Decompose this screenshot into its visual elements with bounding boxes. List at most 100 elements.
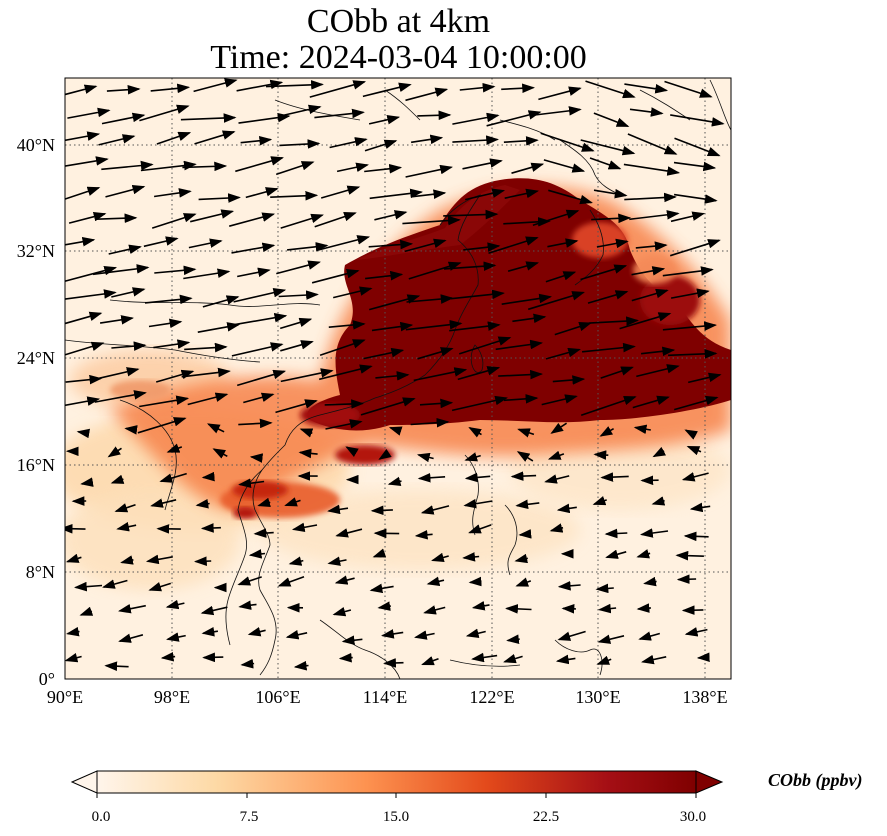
wind-arrow	[166, 632, 186, 642]
wind-arrow	[102, 579, 128, 589]
wind-arrow	[506, 634, 520, 644]
wind-arrow	[245, 187, 279, 199]
wind-arrow	[511, 162, 545, 174]
wind-arrow	[320, 185, 361, 199]
wind-arrow	[80, 477, 94, 487]
wind-arrow	[662, 321, 717, 331]
wind-arrow	[140, 160, 197, 172]
wind-arrow	[669, 239, 721, 257]
wind-arrow	[417, 347, 454, 360]
wind-arrow	[156, 131, 192, 145]
wind-arrow	[200, 605, 228, 616]
wind-arrow	[538, 86, 582, 101]
wind-arrow	[276, 260, 321, 275]
wind-arrow	[674, 137, 721, 157]
wind-arrow	[197, 322, 240, 333]
wind-arrow	[635, 241, 668, 251]
wind-arrow	[673, 395, 719, 411]
wind-arrow	[111, 287, 146, 298]
lon-tick-label: 114°E	[363, 687, 408, 707]
wind-arrow	[636, 603, 651, 613]
wind-arrow	[544, 474, 570, 484]
wind-arrow	[238, 600, 257, 610]
wind-arrow	[65, 396, 101, 407]
gridlines	[65, 78, 731, 679]
wind-arrow	[65, 311, 103, 325]
wind-arrow	[139, 104, 190, 122]
wind-arrow	[532, 209, 580, 227]
wind-arrow	[405, 164, 453, 178]
wind-arrow	[619, 312, 672, 330]
wind-arrow	[265, 80, 324, 90]
wind-arrow	[76, 428, 91, 439]
wind-arrow	[101, 112, 146, 125]
wind-arrow	[328, 320, 366, 330]
wind-arrow	[281, 104, 322, 117]
colorbar-label: CObb (ppbv)	[768, 770, 863, 790]
wind-arrow	[406, 294, 454, 304]
wind-arrow	[597, 634, 625, 644]
wind-arrow	[598, 603, 617, 614]
lat-tick-label: 40°N	[17, 135, 55, 155]
wind-arrow	[285, 630, 308, 640]
wind-arrow	[631, 266, 666, 276]
wind-arrow	[94, 390, 147, 403]
wind-arrow	[65, 84, 98, 96]
wind-arrow	[527, 291, 585, 311]
wind-arrow	[318, 235, 371, 251]
wind-arrow	[599, 426, 614, 437]
wind-arrow	[629, 107, 664, 117]
wind-arrow	[325, 419, 363, 430]
wind-arrow	[421, 656, 439, 666]
wind-arrow	[595, 583, 614, 594]
wind-arrow	[498, 369, 543, 380]
wind-arrow	[160, 651, 176, 662]
wind-arrow	[410, 417, 450, 428]
wind-arrow	[120, 555, 134, 565]
wind-arrow	[284, 497, 301, 507]
wind-arrow	[332, 606, 352, 617]
colorbar-max-extend	[695, 770, 724, 794]
wind-arrow	[623, 163, 681, 176]
wind-arrow	[104, 661, 129, 671]
wind-arrow	[364, 164, 403, 174]
wind-arrow	[689, 502, 711, 513]
wind-arrow	[468, 524, 492, 534]
wind-arrow	[67, 107, 111, 119]
wind-arrow	[512, 313, 547, 324]
wind-arrow	[684, 429, 698, 440]
wind-arrow	[329, 137, 368, 149]
wind-arrow	[96, 213, 138, 223]
wind-arrow	[148, 582, 172, 592]
wind-arrow	[368, 239, 414, 250]
wind-arrow	[188, 238, 223, 249]
wind-arrow	[675, 550, 704, 561]
wind-arrow	[411, 189, 447, 199]
wind-arrow	[451, 395, 508, 412]
wind-arrow	[543, 159, 586, 173]
wind-arrow	[374, 210, 408, 221]
wind-arrow	[363, 347, 405, 360]
wind-arrow	[139, 395, 190, 408]
wind-arrow	[593, 112, 630, 128]
wind-arrow	[270, 190, 319, 201]
wind-arrow	[673, 161, 717, 172]
wind-arrow	[670, 288, 710, 299]
wind-arrow	[198, 193, 241, 203]
wind-arrow	[362, 82, 412, 98]
wind-arrow	[201, 471, 215, 482]
wind-arrow	[360, 397, 416, 416]
wind-arrow	[238, 418, 273, 429]
wind-arrow	[143, 236, 179, 248]
wind-arrow	[414, 630, 435, 640]
wind-arrow	[591, 213, 632, 224]
wind-arrow	[280, 368, 334, 383]
wind-arrow	[592, 496, 607, 506]
wind-arrow	[417, 472, 446, 483]
wind-arrow	[280, 340, 314, 352]
figure-subtitle: Time: 2024-03-04 10:00:00	[210, 39, 587, 76]
wind-arrow	[65, 265, 118, 283]
wind-arrow	[201, 626, 219, 637]
wind-arrow	[65, 553, 82, 563]
wind-arrow	[236, 369, 287, 387]
